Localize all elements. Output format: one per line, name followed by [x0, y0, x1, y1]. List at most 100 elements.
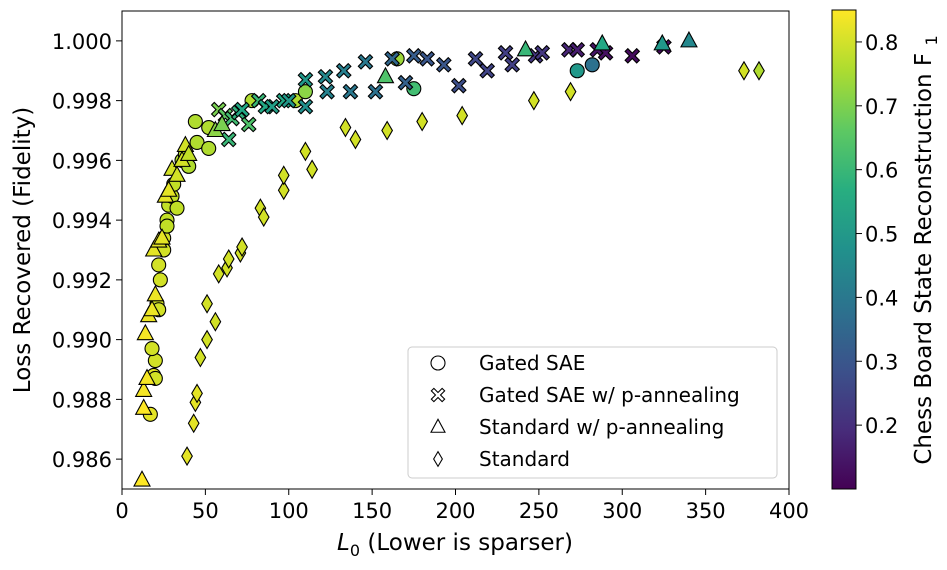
colorbar-gradient [831, 9, 857, 490]
triangle-point [146, 284, 165, 302]
triangle-point [138, 368, 156, 386]
circle-point [144, 341, 160, 357]
x-point [220, 131, 237, 148]
legend-x-icon [430, 387, 446, 403]
legend: Gated SAE Gated SAE w/ p-annealing Standar… [407, 346, 778, 479]
triangle-point [680, 30, 698, 48]
y-tick-label: 0.996 [52, 149, 112, 173]
x-point [234, 101, 250, 118]
legend-entry: Standard w/ p-annealing [430, 415, 724, 439]
triangle-point [144, 240, 163, 257]
y-tick-label: 0.994 [52, 209, 112, 233]
legend-diamond-icon [433, 450, 443, 468]
triangle-point [134, 398, 153, 415]
x-point [317, 68, 334, 85]
diamond-point [181, 446, 193, 467]
diamond-point [306, 159, 319, 180]
diamond-point [187, 413, 200, 434]
x-point [335, 62, 352, 79]
series-diamond [181, 60, 765, 467]
legend-label: Gated SAE w/ p-annealing [479, 383, 740, 407]
triangle-point [153, 228, 171, 245]
colorbar-label: Chess Board State Reconstruction F 1 [911, 35, 941, 464]
x-tick-label: 350 [686, 499, 726, 523]
triangle-point [136, 323, 155, 341]
triangle-point [593, 33, 612, 51]
y-tick-label: 0.986 [52, 448, 112, 472]
y-tick-label: 0.992 [52, 269, 112, 293]
legend-entry: Gated SAE [430, 351, 585, 375]
circle-point [297, 84, 313, 100]
y-tick-label: 0.990 [52, 329, 112, 353]
diamond-point [222, 248, 235, 269]
x-tick-label: 300 [602, 499, 642, 523]
colorbar-tick-label: 0.8 [865, 31, 898, 55]
diamond-point [527, 90, 540, 111]
diamond-point [194, 347, 207, 368]
triangle-point [133, 470, 151, 487]
x-point [534, 44, 551, 61]
diamond-point [564, 81, 577, 102]
diamond-point [191, 383, 203, 404]
x-tick-label: 50 [192, 499, 219, 523]
legend-triangle-icon [430, 418, 446, 433]
y-axis-ticks: 0.986 0.988 0.990 0.992 0.994 0.996 0.998 1.000 [52, 30, 122, 472]
diamond-point [456, 105, 469, 126]
x-point [624, 47, 641, 64]
x-point [367, 83, 384, 100]
triangle-point [159, 180, 178, 197]
diamond-point [381, 120, 394, 141]
x-point [504, 56, 521, 73]
x-point [342, 83, 359, 100]
diamond-point [209, 311, 222, 332]
diamond-point [416, 111, 429, 132]
x-point [384, 50, 401, 67]
colorbar-tick-label: 0.5 [865, 223, 898, 247]
diamond-point [299, 141, 312, 162]
x-tick-label: 400 [769, 499, 809, 523]
legend-box [407, 346, 778, 479]
x-tick-label: 150 [352, 499, 392, 523]
legend-label: Standard w/ p-annealing [479, 415, 724, 439]
legend-circle-icon [430, 355, 446, 371]
triangle-point [143, 299, 161, 317]
x-tick-label: 0 [115, 499, 128, 523]
x-point [419, 50, 436, 67]
diamond-point [201, 293, 213, 314]
x-point [240, 116, 257, 133]
x-point [497, 44, 514, 61]
circle-point [201, 140, 217, 156]
circle-point [187, 113, 203, 130]
diamond-point [349, 129, 362, 150]
diamond-point [277, 180, 290, 201]
data-points [133, 30, 765, 487]
x-axis-label: L0 (Lower is sparser) [337, 530, 573, 560]
circle-point [159, 218, 175, 234]
x-point [479, 62, 496, 79]
x-point [405, 47, 422, 64]
x-point [357, 53, 374, 70]
colorbar-tick-label: 0.7 [865, 95, 898, 119]
x-axis-ticks: 0 50 100 150 200 250 300 350 400 [115, 489, 809, 523]
y-tick-label: 0.988 [52, 388, 112, 412]
x-tick-label: 250 [519, 499, 559, 523]
triangle-point [168, 165, 186, 182]
diamond-point [236, 237, 248, 258]
x-point [280, 92, 297, 109]
x-point [319, 83, 336, 100]
x-point [435, 56, 452, 73]
colorbar-tick-label: 0.4 [865, 286, 898, 310]
x-point [264, 98, 280, 115]
x-point [397, 74, 414, 91]
y-axis-label: Loss Recovered (Fidelity) [10, 107, 36, 393]
circle-point [569, 63, 585, 79]
triangle-point [179, 144, 198, 161]
legend-entry: Gated SAE w/ p-annealing [430, 383, 740, 407]
diamond-point [201, 329, 213, 350]
triangle-point [213, 114, 231, 132]
circle-point [169, 200, 185, 216]
colorbar-tick-label: 0.2 [865, 414, 898, 438]
colorbar: 0.2 0.3 0.4 0.5 0.6 0.7 0.8 Chess Board State … [831, 9, 941, 490]
diamond-point [753, 60, 765, 81]
